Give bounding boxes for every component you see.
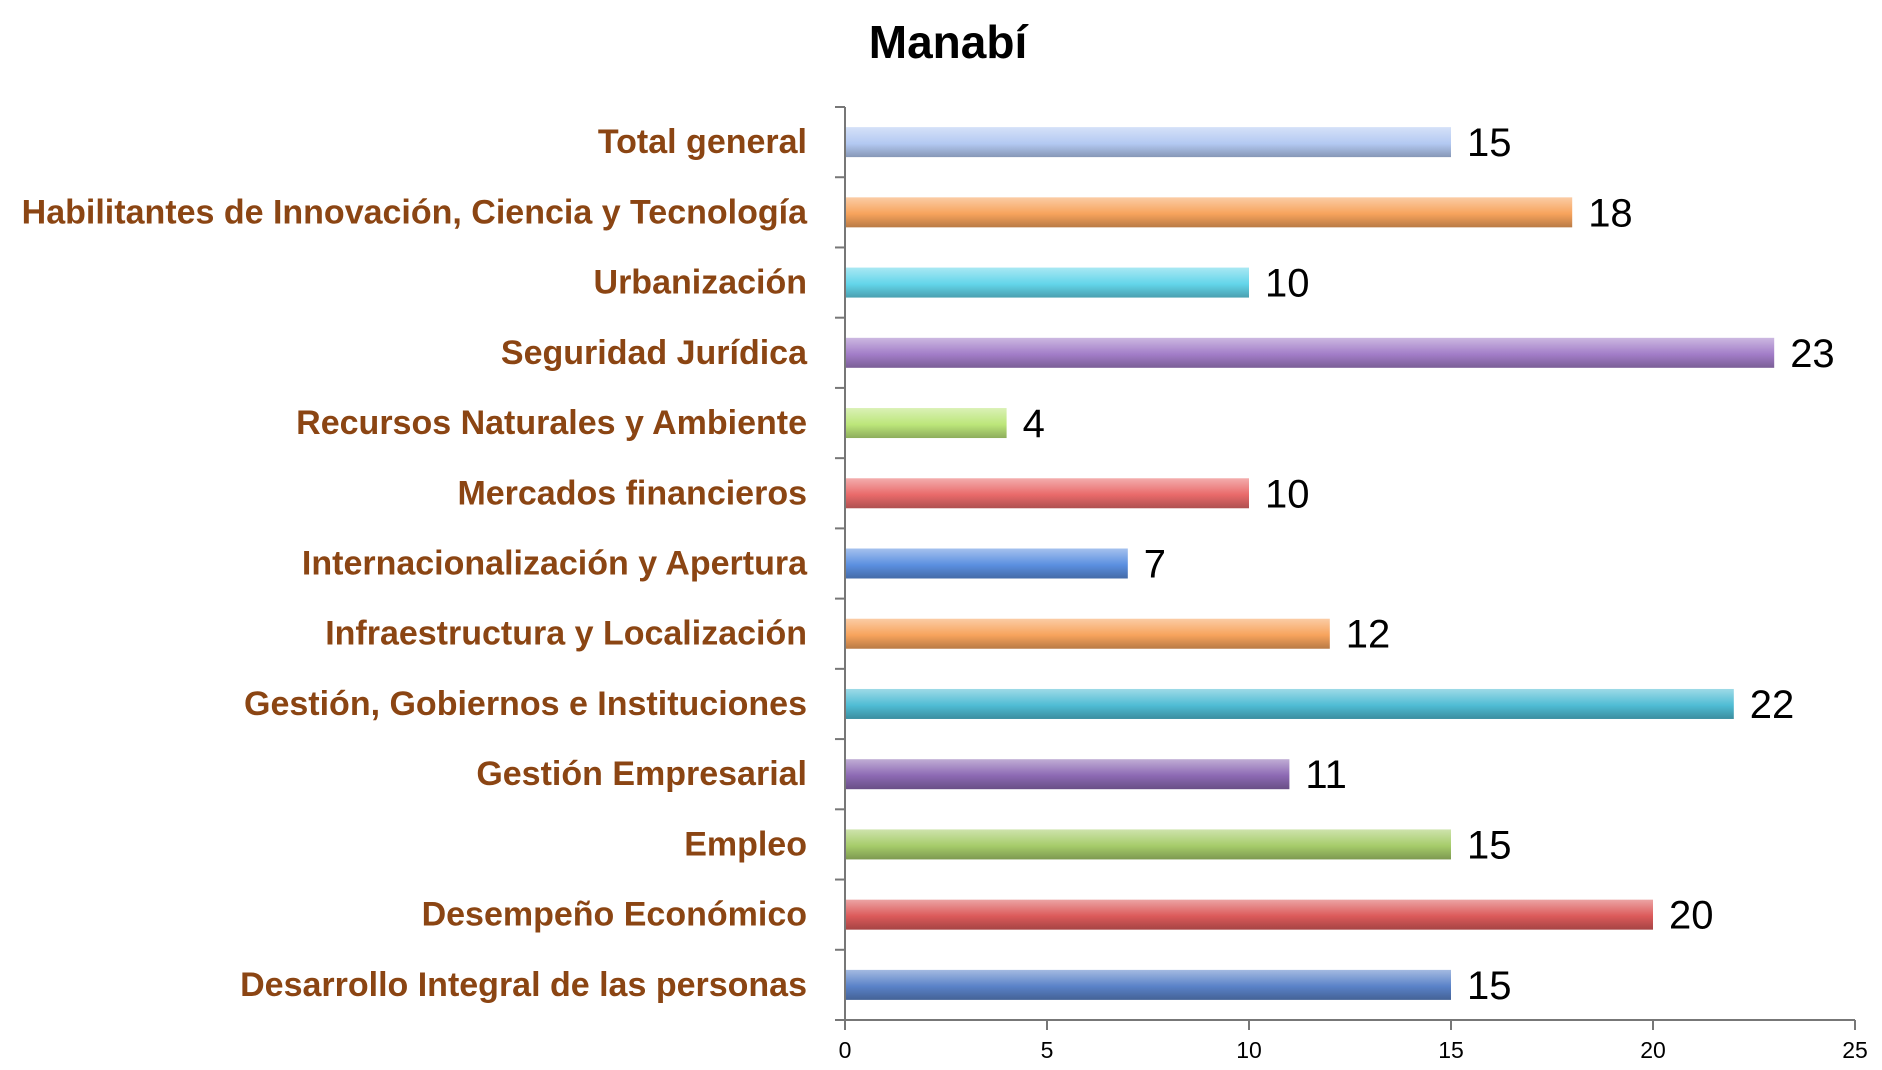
bar (845, 197, 1573, 228)
bar (845, 899, 1653, 930)
bar (845, 688, 1734, 719)
category-label: Internacionalización y Apertura (302, 545, 808, 583)
data-label: 15 (1467, 964, 1512, 1008)
category-label: Desempeño Económico (422, 896, 807, 934)
category-label: Mercados financieros (457, 474, 807, 512)
category-label: Habilitantes de Innovación, Ciencia y Te… (22, 193, 808, 231)
bars-layer: 15 Total general 18 Habilitantes de Innovac… (22, 121, 1835, 1008)
data-label: 7 (1144, 543, 1166, 587)
category-label: Infraestructura y Localización (325, 615, 807, 653)
category-label: Empleo (684, 825, 807, 863)
data-label: 22 (1750, 683, 1795, 727)
category-label: Total general (598, 123, 807, 161)
category-label: Seguridad Jurídica (501, 334, 808, 372)
data-label: 15 (1467, 823, 1512, 867)
bar (845, 969, 1451, 1000)
data-label: 15 (1467, 121, 1512, 165)
axes: 0 5 10 15 20 25 (835, 106, 1868, 1063)
x-tick-label: 5 (1041, 1037, 1054, 1063)
x-tick-label: 15 (1438, 1037, 1464, 1063)
bar (845, 408, 1007, 439)
data-label: 18 (1588, 191, 1633, 235)
bar (845, 267, 1249, 298)
data-label: 4 (1023, 402, 1045, 446)
data-label: 12 (1346, 613, 1391, 657)
data-label: 10 (1265, 472, 1310, 516)
x-tick-label: 0 (839, 1037, 852, 1063)
bar (845, 829, 1451, 860)
x-tick-label: 25 (1842, 1037, 1868, 1063)
category-label: Urbanización (594, 264, 807, 302)
data-label: 23 (1790, 332, 1835, 376)
bar (845, 759, 1290, 790)
bar (845, 127, 1451, 158)
category-label: Recursos Naturales y Ambiente (296, 404, 807, 442)
data-label: 10 (1265, 262, 1310, 306)
bar (845, 337, 1775, 368)
x-tick-label: 10 (1236, 1037, 1262, 1063)
chart-title: Manabí (869, 16, 1030, 68)
category-label: Desarrollo Integral de las personas (240, 966, 807, 1004)
x-tick-label: 20 (1640, 1037, 1666, 1063)
category-label: Gestión, Gobiernos e Instituciones (244, 685, 807, 723)
data-label: 20 (1669, 894, 1714, 938)
data-label: 11 (1305, 753, 1347, 797)
bar (845, 478, 1249, 509)
category-label: Gestión Empresarial (476, 755, 807, 793)
bar (845, 618, 1330, 649)
bar (845, 548, 1128, 579)
